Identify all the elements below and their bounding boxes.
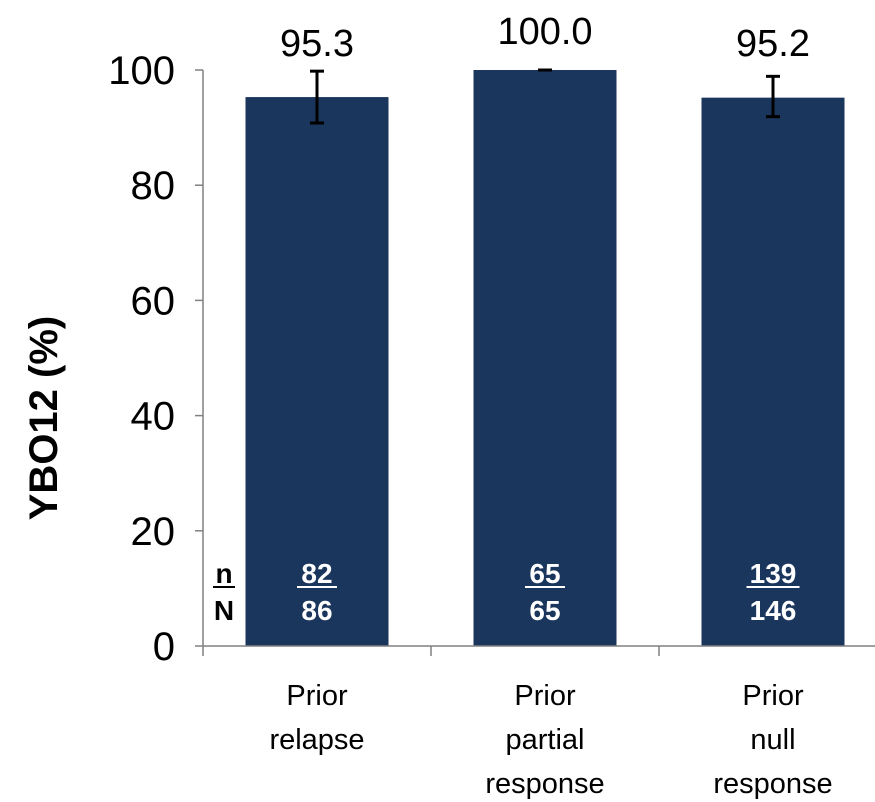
x-tick-label: Prior partial response <box>485 680 604 800</box>
x-tick-label: Prior null response <box>713 680 832 800</box>
x-axis: Prior relapse Prior partial response Prior nul… <box>202 645 875 800</box>
bar <box>245 97 389 646</box>
count-n: 139 <box>750 558 797 589</box>
data-label: 95.2 <box>736 23 810 65</box>
count-n: 65 <box>529 558 560 589</box>
count-n: 82 <box>301 558 332 589</box>
data-label: 95.3 <box>280 23 354 65</box>
x-tick-label: Prior relapse <box>269 680 364 756</box>
bar <box>701 97 845 646</box>
bars: nN 95.3 82 86 100.0 65 65 95.2 139 146 <box>213 11 845 646</box>
y-tick-label: 60 <box>131 279 176 323</box>
N-row-label: N <box>214 595 234 626</box>
count-N: 65 <box>529 595 560 626</box>
y-tick-label: 20 <box>131 510 176 554</box>
y-axis-label: YBO12 (%) <box>22 316 66 521</box>
y-tick-label: 40 <box>131 395 176 439</box>
n-row-label: n <box>215 558 232 589</box>
y-tick-label: 0 <box>153 625 175 669</box>
count-N: 86 <box>301 595 332 626</box>
data-label: 100.0 <box>497 11 592 53</box>
bar <box>473 70 617 646</box>
y-axis: 0 20 40 60 80 100 <box>108 49 204 669</box>
count-N: 146 <box>750 595 797 626</box>
y-tick-label: 100 <box>108 49 175 93</box>
y-tick-label: 80 <box>131 164 176 208</box>
